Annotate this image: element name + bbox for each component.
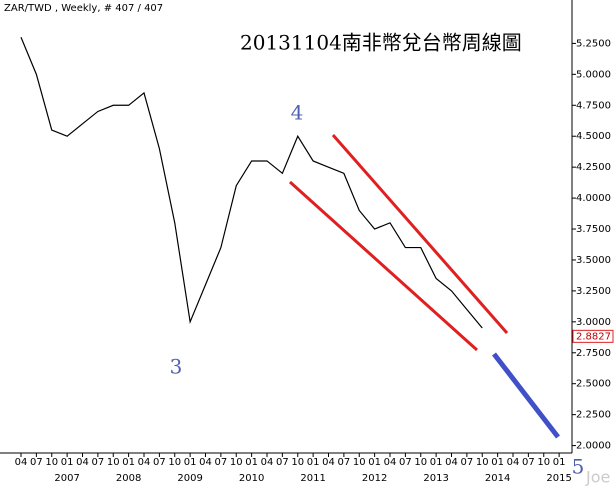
x-tick-label: 04 — [261, 457, 274, 468]
x-tick-label: 04 — [322, 457, 335, 468]
x-tick-label: 04 — [15, 457, 28, 468]
x-tick-label: 01 — [122, 457, 135, 468]
watermark: Joe — [585, 468, 610, 487]
x-tick-label: 01 — [553, 457, 566, 468]
y-tick-label: 4.0000 — [576, 193, 611, 204]
y-tick-label: 5.0000 — [576, 69, 611, 80]
y-tick-label: 3.5000 — [576, 255, 611, 266]
x-tick-label: 04 — [445, 457, 458, 468]
x-year-label: 2007 — [54, 473, 79, 484]
x-tick-label: 04 — [76, 457, 89, 468]
y-tick-label: 2.5000 — [576, 379, 611, 390]
x-tick-label: 07 — [461, 457, 474, 468]
x-year-label: 2015 — [546, 473, 571, 484]
x-tick-label: 07 — [153, 457, 166, 468]
x-tick-label: 01 — [430, 457, 443, 468]
x-tick-label: 07 — [338, 457, 351, 468]
wave-label: 4 — [291, 101, 304, 125]
x-tick-label: 04 — [507, 457, 520, 468]
y-tick-label: 3.7500 — [576, 224, 611, 235]
x-tick-label: 10 — [45, 457, 58, 468]
x-tick-label: 01 — [61, 457, 74, 468]
chart-title: 20131104南非幣兌台幣周線圖 — [240, 31, 522, 55]
x-tick-label: 10 — [107, 457, 120, 468]
x-tick-label: 01 — [245, 457, 258, 468]
y-tick-label: 5.2500 — [576, 38, 611, 49]
x-tick-label: 10 — [353, 457, 366, 468]
y-tick-label: 3.2500 — [576, 286, 611, 297]
x-tick-label: 07 — [30, 457, 43, 468]
x-tick-label: 07 — [215, 457, 228, 468]
x-tick-label: 10 — [291, 457, 304, 468]
x-year-label: 2009 — [177, 473, 202, 484]
x-tick-label: 01 — [184, 457, 197, 468]
x-year-label: 2013 — [423, 473, 448, 484]
x-tick-label: 10 — [537, 457, 550, 468]
x-tick-label: 10 — [168, 457, 181, 468]
wave-label: 5 — [572, 455, 585, 479]
y-tick-label: 4.2500 — [576, 162, 611, 173]
x-tick-label: 10 — [230, 457, 243, 468]
x-tick-label: 01 — [368, 457, 381, 468]
channel-upper — [331, 134, 509, 334]
x-tick-label: 01 — [307, 457, 320, 468]
wave-label: 3 — [170, 355, 183, 379]
x-tick-label: 07 — [92, 457, 105, 468]
header: ZAR/TWD , Weekly, # 407 / 407 — [4, 3, 163, 14]
x-tick-label: 07 — [399, 457, 412, 468]
x-tick-label: 07 — [276, 457, 289, 468]
x-year-label: 2014 — [485, 473, 510, 484]
channel-lower — [288, 180, 479, 352]
y-tick-label: 4.7500 — [576, 100, 611, 111]
price-line — [20, 36, 483, 329]
x-tick-label: 04 — [138, 457, 151, 468]
x-year-label: 2012 — [362, 473, 387, 484]
y-tick-label: 2.2500 — [576, 410, 611, 421]
projection-line — [492, 352, 560, 439]
y-tick-label: 2.7500 — [576, 348, 611, 359]
x-tick-label: 04 — [199, 457, 212, 468]
x-tick-label: 07 — [522, 457, 535, 468]
x-year-label: 2011 — [300, 473, 325, 484]
x-year-label: 2010 — [239, 473, 264, 484]
x-tick-label: 04 — [384, 457, 397, 468]
y-tick-label: 3.0000 — [576, 317, 611, 328]
x-tick-label: 01 — [491, 457, 504, 468]
x-tick-label: 10 — [414, 457, 427, 468]
y-tick-label: 4.5000 — [576, 131, 611, 142]
y-tick-label: 2.0000 — [576, 441, 611, 452]
x-year-label: 2008 — [116, 473, 141, 484]
last-value-box — [572, 329, 614, 343]
last-value-label: 2.8827 — [576, 331, 611, 342]
x-tick-label: 10 — [476, 457, 489, 468]
